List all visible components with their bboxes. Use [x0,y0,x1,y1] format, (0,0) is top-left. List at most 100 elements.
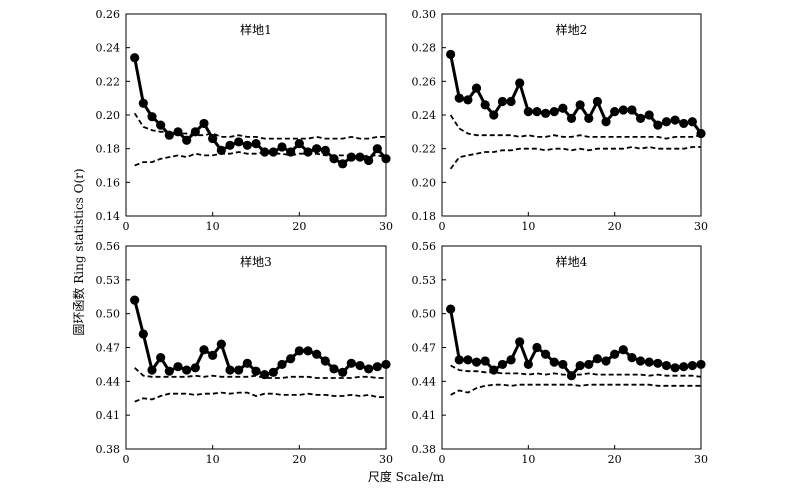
observed-point [381,359,391,370]
observed-point [653,358,663,368]
x-tick-label: 30 [694,453,708,466]
lower-envelope-line [134,391,386,403]
observed-point [199,118,209,129]
observed-point [364,155,374,166]
observed-point [277,142,287,152]
observed-point [182,135,192,145]
observed-point [446,49,456,60]
observed-point [268,367,278,377]
lower-envelope-line [450,383,701,396]
observed-point [156,120,166,130]
observed-point [364,364,374,374]
observed-point [173,362,183,372]
observed-point [687,360,697,371]
y-tick-label: 0.50 [96,308,121,321]
y-tick-label: 0.18 [412,210,437,223]
y-tick-label: 0.41 [96,409,121,422]
observed-point [661,117,672,127]
observed-point [303,147,313,157]
x-tick-label: 0 [123,220,130,233]
observed-point [372,362,382,372]
observed-point [147,365,157,375]
observed-point [199,345,209,355]
y-tick-label: 0.53 [412,274,437,287]
plot-frame [125,13,387,217]
observed-point [312,349,322,359]
observed-point [670,115,680,125]
observed-point [601,356,611,366]
observed-point [164,366,174,376]
plot-frame [125,245,387,450]
observed-point [329,154,339,164]
observed-point [463,355,473,365]
observed-point [130,295,140,305]
observed-point [216,339,226,349]
panel-1: 0 10 20 30 0.14 0.16 0.18 0.20 0.22 0.24 0.26 样地1 [96,8,394,233]
y-tick-label: 0.41 [412,409,437,422]
y-axis-title: 圆环函数 Ring statistics O(r) [71,168,86,335]
observed-point [190,363,200,373]
observed-point [242,140,252,150]
observed-point [679,118,689,129]
upper-envelope-line [134,367,386,379]
observed-point [138,329,148,339]
observed-point [497,359,508,370]
observed-point [234,365,244,375]
observed-point [216,145,226,155]
observed-point [355,152,365,162]
observed-point [454,93,464,103]
observed-point [260,147,270,157]
observed-point [592,354,603,364]
observed-point [294,346,304,356]
lower-envelope-line [134,151,387,167]
observed-point [372,144,382,154]
observed-point [679,362,689,372]
observed-point [627,353,637,363]
panel-title: 样地2 [556,22,588,37]
y-tick-label: 0.44 [96,375,121,388]
y-tick-label: 0.38 [96,443,121,456]
observed-point [661,360,672,371]
observed-point [312,144,322,154]
x-tick-label: 10 [521,220,535,233]
x-tick-label: 20 [608,453,622,466]
observed-point [130,53,140,63]
observed-point [610,349,620,359]
observed-point [601,117,611,127]
observed-point [549,357,559,367]
observed-point [329,364,339,374]
y-tick-label: 0.56 [412,240,437,253]
observed-point [532,107,542,117]
observed-point [454,355,464,365]
observed-point [489,110,499,120]
x-tick-label: 30 [379,220,393,233]
observed-point [558,103,568,113]
observed-point [696,359,706,370]
observed-point [182,365,192,375]
y-tick-label: 0.24 [412,109,437,122]
y-tick-label: 0.38 [412,443,437,456]
observed-point [506,355,516,365]
observed-point [251,139,261,149]
observed-point [286,354,296,364]
plot-frame [441,245,702,450]
panel-3: 0 10 20 30 0.38 0.41 0.44 0.47 0.50 0.53 0.56 样地3 [96,240,394,466]
observed-point [138,98,148,108]
y-tick-label: 0.20 [412,176,437,189]
observed-point [225,365,235,375]
upper-envelope-line [133,112,386,140]
y-tick-label: 0.50 [412,308,437,321]
observed-point [381,154,391,164]
observed-line [133,57,388,166]
y-tick-label: 0.47 [412,342,437,355]
y-tick-label: 0.56 [96,240,121,253]
y-tick-label: 0.26 [96,8,121,21]
observed-point [644,110,654,120]
x-tick-label: 20 [292,220,306,233]
y-tick-label: 0.14 [96,210,121,223]
observed-point [225,140,235,150]
lower-envelope-line [449,146,701,170]
observed-point [549,107,559,117]
observed-point [558,359,568,370]
